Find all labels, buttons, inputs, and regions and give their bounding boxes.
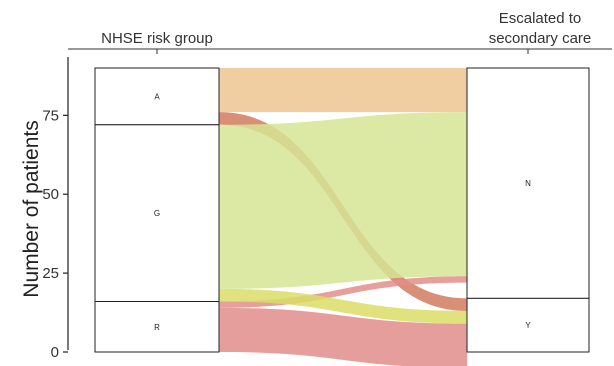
axis-header-escalated-line-2: secondary care [489,30,592,47]
left-stratum-G [94,124,220,303]
y-axis-title: Number of patients [20,120,43,297]
y-tick-label-50: 50 [42,186,59,203]
left-stratum-label-R: R [154,323,160,332]
left-stratum-label-A: A [154,92,160,101]
right-stratum-label-Y: Y [525,321,531,330]
y-tick-label-75: 75 [42,107,59,124]
left-stratum-label-G: G [154,209,160,218]
x-axis-top [68,48,612,54]
strata-layer: A G R N Y [94,67,590,353]
flow-G-Y [219,288,467,324]
y-tick-label-0: 0 [51,344,59,361]
flow-G-N [219,112,467,289]
right-stratum-N [466,67,590,299]
y-axis: 0 25 50 75 [42,57,69,361]
flow-A-N [219,68,467,113]
axis-header-escalated-line-1: Escalated to [499,10,582,27]
flow-R-Y [219,307,467,366]
left-stratum-A [94,67,220,126]
left-stratum-R [94,301,220,353]
axis-header-risk-group: NHSE risk group [101,30,213,47]
flows-layer [219,68,467,366]
right-stratum-label-N: N [525,179,531,188]
right-stratum-Y [466,297,590,353]
y-tick-label-25: 25 [42,265,59,282]
